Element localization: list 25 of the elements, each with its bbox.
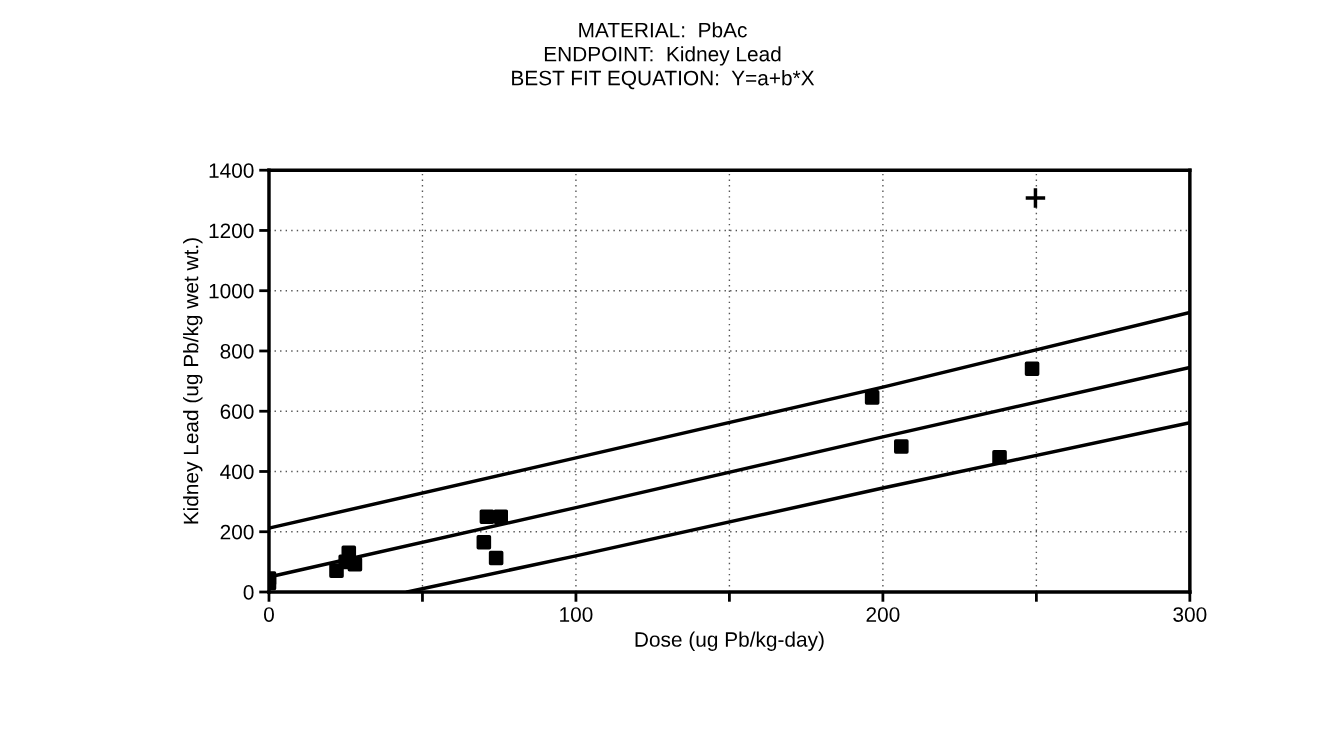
point (1023, 186, 1047, 210)
y-tick-label: 800 (220, 343, 254, 359)
x-tick-label: 200 (866, 607, 900, 622)
y-tick-label: 1400 (209, 163, 254, 178)
point (488, 550, 504, 566)
y-tick-label: 600 (220, 404, 254, 419)
point (894, 439, 909, 454)
y-tick-label: 1000 (209, 283, 254, 299)
x-tick-label: 300 (1173, 607, 1207, 622)
point (992, 450, 1007, 465)
y-tick-label: 400 (220, 464, 254, 480)
point (1024, 361, 1040, 377)
point (476, 534, 492, 550)
y-axis-title: Kidney Lead (ug Pb/kg wet wt.) (183, 238, 203, 524)
y-tick-label: 0 (243, 585, 254, 600)
point (493, 509, 509, 524)
y-tick-label: 1200 (209, 223, 254, 239)
x-tick-label: 0 (264, 607, 274, 622)
chart-title: MATERIAL: PbAc ENDPOINT: Kidney Lead BEST FIT EQUATION: Y=a+b*X (512, 22, 815, 90)
x-tick-label: 100 (560, 607, 593, 622)
point (864, 390, 880, 405)
x-axis-title: Dose (ug Pb/kg-day) (635, 631, 824, 651)
y-tick-label: 200 (220, 524, 254, 540)
point (479, 509, 495, 524)
point (347, 556, 363, 572)
